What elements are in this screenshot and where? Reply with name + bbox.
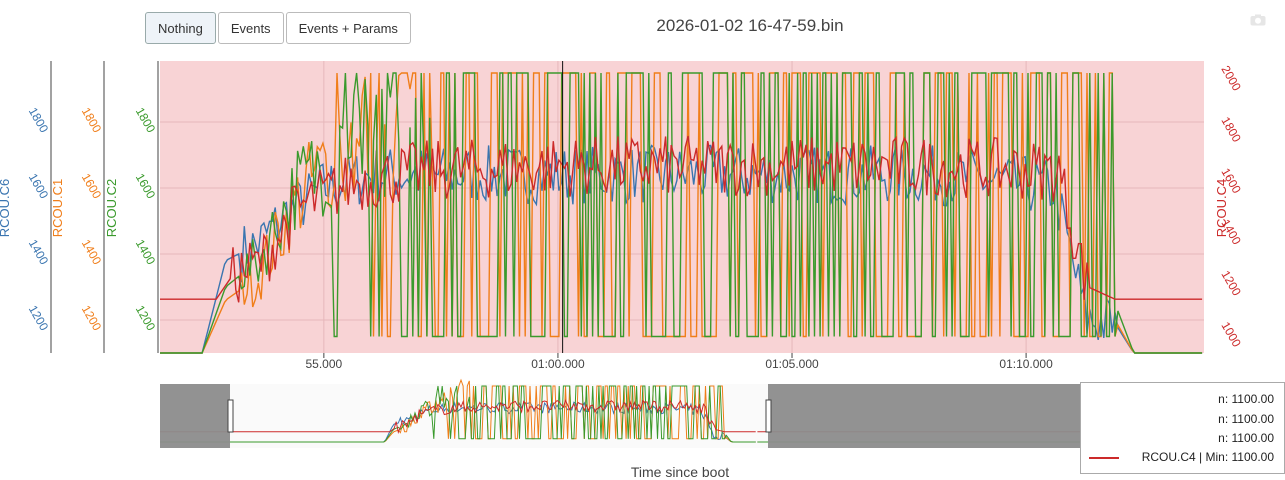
legend-row-c4: RCOU.C4 | Min: 1100.00: [1081, 449, 1285, 467]
y-tick-label: 1400: [26, 237, 52, 267]
y-tick-label: 1200: [26, 303, 52, 333]
y-tick-label: 1400: [79, 237, 105, 267]
camera-icon[interactable]: [1250, 14, 1266, 26]
events-params-button[interactable]: Events + Params: [285, 12, 411, 44]
range-handle-right[interactable]: [765, 399, 772, 433]
series-line-c4: [160, 135, 1203, 303]
series-line-c2: [160, 72, 1203, 354]
legend-row: n: 1100.00: [1218, 392, 1274, 406]
y-tick-label: 1200: [1218, 268, 1244, 298]
legend-swatch: [1089, 457, 1119, 459]
y-tick-label: 1800: [133, 105, 159, 135]
y-tick-label: 1600: [26, 171, 52, 201]
y-tick-label: 1600: [133, 171, 159, 201]
series-line-c1: [160, 72, 1203, 354]
chart-title: 2026-01-02 16-47-59.bin: [656, 16, 844, 35]
y-tick-label: 1200: [133, 303, 159, 333]
y-axis-title-c2: RCOU.C2: [104, 179, 119, 238]
nothing-button[interactable]: Nothing: [145, 12, 216, 44]
y-axis-title-c6: RCOU.C6: [0, 179, 12, 238]
legend: n: 1100.00 n: 1100.00 n: 1100.00 RCOU.C4…: [1080, 382, 1285, 474]
y-tick-label: 1600: [79, 171, 105, 201]
range-shade-left: [160, 384, 230, 448]
legend-row: n: 1100.00: [1218, 431, 1274, 445]
range-handle-left[interactable]: [227, 399, 234, 433]
events-button[interactable]: Events: [217, 12, 284, 44]
legend-row: n: 1100.00: [1218, 412, 1274, 426]
y-tick-label: 1200: [79, 303, 105, 333]
x-tick-label: 01:00.000: [531, 357, 585, 371]
x-tick-label: 55.000: [306, 357, 343, 371]
x-tick-label: 01:05.000: [765, 357, 819, 371]
y-axis-title-c1: RCOU.C1: [50, 179, 65, 238]
y-tick-label: 1800: [1218, 114, 1244, 144]
y-tick-label: 1000: [1218, 319, 1244, 349]
y-tick-label: 1400: [133, 237, 159, 267]
y-tick-label: 2000: [1218, 63, 1244, 93]
y-axis-title-c4: RCOU.C4: [1214, 179, 1229, 238]
event-mode-toggle: Nothing Events Events + Params: [145, 12, 413, 44]
x-tick-label: 01:10.000: [999, 357, 1053, 371]
y-tick-label: 1800: [79, 105, 105, 135]
y-tick-label: 1800: [26, 105, 52, 135]
x-axis-title: Time since boot: [630, 464, 730, 480]
